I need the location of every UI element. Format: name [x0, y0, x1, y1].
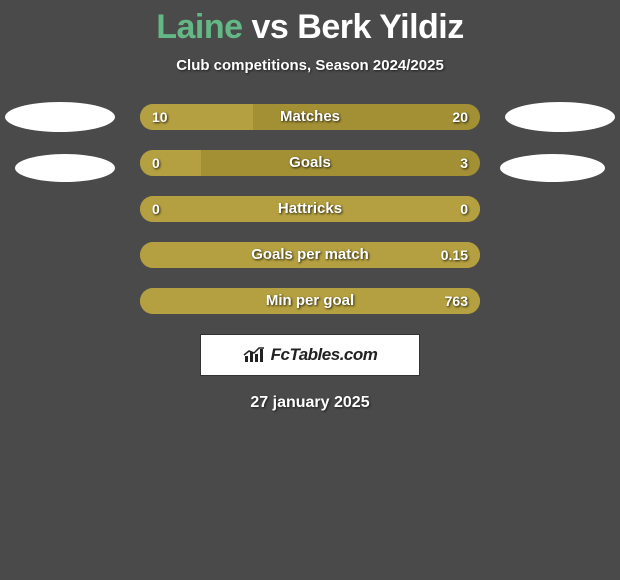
avatar-placeholder-left-2 — [15, 154, 115, 182]
stats-section: 10Matches200Goals30Hattricks0Goals per m… — [0, 104, 620, 314]
stat-row: Min per goal763 — [140, 288, 480, 314]
avatar-placeholder-right-2 — [500, 154, 605, 182]
stat-label: Goals per match — [140, 242, 480, 268]
page-title: Laine vs Berk Yildiz — [0, 0, 620, 47]
stat-row: 0Hattricks0 — [140, 196, 480, 222]
avatar-placeholder-right-1 — [505, 102, 615, 132]
brand-text: FcTables.com — [271, 345, 378, 365]
stat-right-value: 763 — [445, 288, 468, 314]
stat-label: Goals — [140, 150, 480, 176]
comparison-widget: Laine vs Berk Yildiz Club competitions, … — [0, 0, 620, 580]
player2-name: Berk Yildiz — [297, 8, 463, 46]
stat-right-value: 20 — [452, 104, 468, 130]
avatar-placeholder-left-1 — [5, 102, 115, 132]
stat-right-value: 0 — [460, 196, 468, 222]
date-text: 27 january 2025 — [0, 394, 620, 412]
stat-row: Goals per match0.15 — [140, 242, 480, 268]
stat-right-value: 0.15 — [441, 242, 468, 268]
chart-icon — [243, 346, 265, 364]
subtitle: Club competitions, Season 2024/2025 — [0, 57, 620, 74]
player1-name: Laine — [156, 8, 242, 46]
stat-label: Min per goal — [140, 288, 480, 314]
stat-label: Matches — [140, 104, 480, 130]
stat-row: 0Goals3 — [140, 150, 480, 176]
brand-badge[interactable]: FcTables.com — [200, 334, 420, 376]
stat-label: Hattricks — [140, 196, 480, 222]
stat-right-value: 3 — [460, 150, 468, 176]
stat-row: 10Matches20 — [140, 104, 480, 130]
vs-text: vs — [243, 8, 298, 46]
